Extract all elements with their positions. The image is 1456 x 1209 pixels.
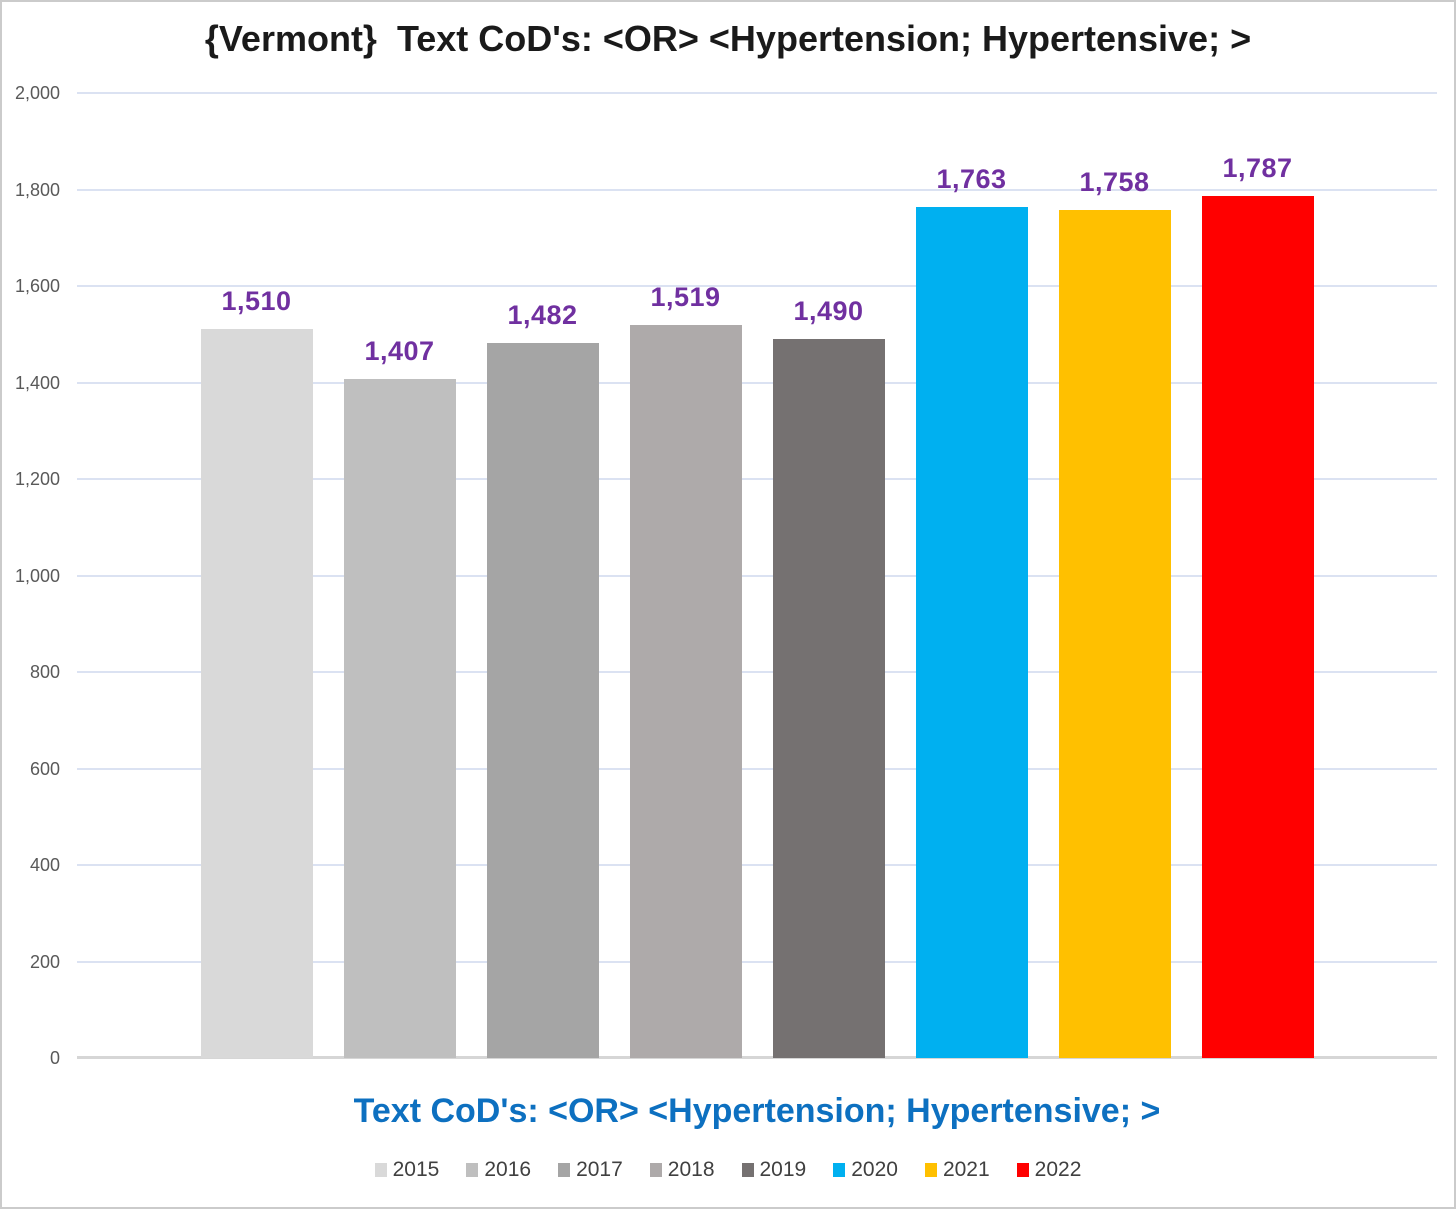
legend-swatch [1016, 1163, 1029, 1177]
gridline [77, 864, 1437, 866]
bar-2016 [343, 379, 456, 1058]
gridline [77, 960, 1437, 963]
gridline [77, 478, 1437, 480]
y-axis-tick-label: 1,800 [14, 179, 60, 200]
legend-item-2017: 2017 [558, 1158, 623, 1182]
legend-label: 2020 [851, 1158, 898, 1181]
bar-group-2018: 1,519 [629, 93, 742, 1058]
legend-item-2018: 2018 [649, 1158, 715, 1182]
bar-2021 [1058, 209, 1171, 1058]
gridline [77, 767, 1437, 770]
legend-swatch [924, 1163, 937, 1177]
legend-item-2020: 2020 [833, 1158, 898, 1182]
bar-value-label: 1,482 [507, 299, 578, 330]
legend-swatch [558, 1163, 571, 1177]
legend-label: 2022 [1034, 1158, 1082, 1181]
bar-2017 [486, 342, 599, 1058]
bar-group-2021: 1,758 [1058, 93, 1171, 1058]
legend: 2015 2016 2017 2018 2019 2020 2021 2022 [2, 1158, 1454, 1182]
legend-swatch [649, 1163, 662, 1177]
y-axis-tick-label: 0 [49, 1048, 60, 1068]
legend-swatch [741, 1163, 754, 1177]
legend-item-2022: 2022 [1016, 1158, 1082, 1182]
gridline [77, 671, 1437, 673]
bar-value-label: 1,519 [650, 282, 721, 313]
legend-item-2019: 2019 [741, 1158, 807, 1182]
bar-value-label: 1,510 [221, 286, 292, 317]
bar-group-2015: 1,510 [200, 93, 313, 1058]
bar-value-label: 1,758 [1079, 166, 1150, 197]
x-axis-title: Text CoD's: <OR> <Hypertension; Hyperten… [353, 1092, 1161, 1130]
y-axis-tick-label: 200 [29, 951, 60, 972]
bar-value-label: 1,763 [936, 164, 1007, 195]
legend-swatch [374, 1163, 387, 1177]
bar-group-2019: 1,490 [772, 93, 885, 1058]
bar-2019 [772, 339, 885, 1058]
y-axis-tick-label: 400 [29, 855, 60, 875]
chart-title: {Vermont} Text CoD's: <OR> <Hypertension… [204, 18, 1252, 59]
gridline [77, 381, 1437, 384]
bar-group-2020: 1,763 [915, 93, 1028, 1058]
legend-label: 2016 [484, 1158, 532, 1181]
bar-group-2022: 1,787 [1201, 93, 1314, 1058]
y-axis-tick-label: 1,400 [14, 372, 60, 393]
gridline [77, 285, 1437, 287]
legend-label: 2018 [667, 1158, 715, 1181]
bar-group-2016: 1,407 [343, 93, 456, 1058]
bar-2018 [629, 325, 742, 1058]
bar-2015 [200, 329, 313, 1058]
x-axis-line [77, 1056, 1437, 1059]
legend-swatch [466, 1163, 479, 1177]
legend-item-2016: 2016 [466, 1158, 531, 1182]
bar-group-2017: 1,482 [486, 93, 599, 1058]
gridline [77, 92, 1437, 94]
bar-value-label: 1,490 [793, 296, 864, 327]
y-axis: 0 200 400 600 800 1,000 1,200 1,400 1,600 1,800 2,… [2, 83, 64, 1068]
bar-value-label: 1,407 [364, 336, 435, 367]
y-axis-tick-label: 1,200 [14, 469, 60, 489]
legend-label: 2017 [576, 1158, 623, 1181]
y-axis-tick-label: 1,000 [14, 565, 60, 586]
bar-value-label: 1,787 [1222, 152, 1293, 183]
y-axis-tick-label: 2,000 [14, 83, 60, 103]
legend-label: 2019 [759, 1158, 807, 1181]
legend-label: 2015 [392, 1158, 440, 1181]
legend-item-2021: 2021 [924, 1158, 990, 1182]
legend-label: 2021 [942, 1158, 990, 1181]
legend-item-2015: 2015 [374, 1158, 440, 1182]
bars-row: 1,510 1,407 1,482 1,519 1,490 1,763 1,758 1,787 [77, 93, 1437, 1058]
bar-2020 [915, 207, 1028, 1058]
bar-2022 [1201, 195, 1314, 1058]
y-axis-tick-label: 600 [29, 758, 60, 779]
legend-swatch [833, 1163, 846, 1177]
gridline [77, 574, 1437, 577]
y-axis-tick-label: 1,600 [14, 276, 60, 296]
y-axis-tick-label: 800 [29, 662, 60, 682]
plot-area: 1,510 1,407 1,482 1,519 1,490 1,763 1,758 1,787 [77, 92, 1437, 1059]
gridline [77, 188, 1437, 191]
